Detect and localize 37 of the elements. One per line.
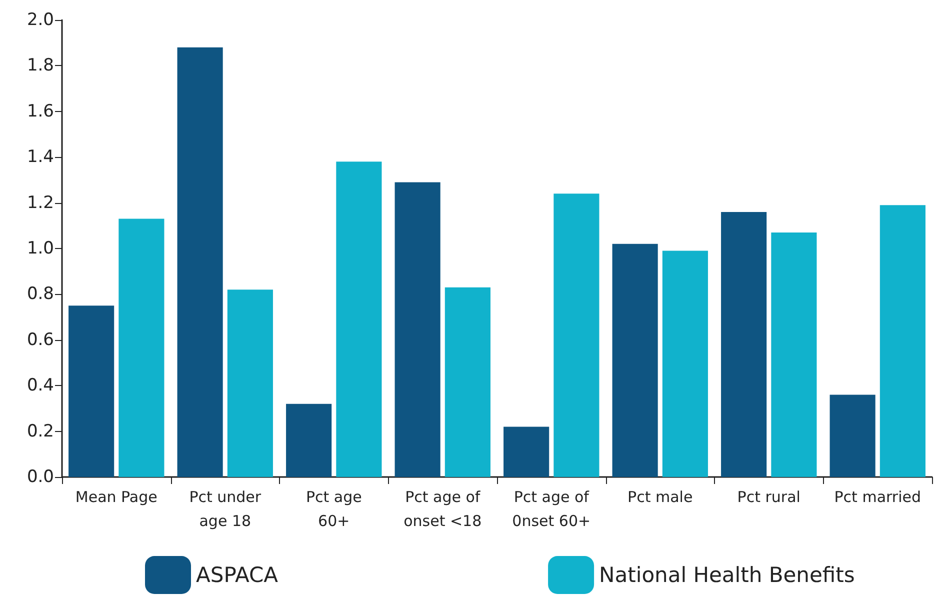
y-tick-label: 0.0 xyxy=(26,467,54,487)
bar xyxy=(394,182,440,477)
bar xyxy=(68,306,114,477)
bar xyxy=(336,162,382,477)
y-tick-label: 1.2 xyxy=(26,192,54,213)
y-tick-label: 0.4 xyxy=(26,376,54,396)
bar xyxy=(721,212,767,477)
y-tick-label: 0.8 xyxy=(26,284,54,304)
legend-label: National Health Benefits xyxy=(599,563,855,587)
bar xyxy=(771,232,817,477)
x-tick-label: Pct male xyxy=(628,488,693,506)
bar xyxy=(118,218,164,477)
y-tick-label: 1.4 xyxy=(26,147,54,168)
y-tick-label: 1.0 xyxy=(26,238,54,258)
bar xyxy=(227,290,273,477)
bar xyxy=(444,287,490,477)
x-tick-label: Pct married xyxy=(834,488,921,506)
x-tick-label: Pct age 60+ xyxy=(306,488,362,530)
bar xyxy=(177,47,223,477)
bar xyxy=(662,250,708,477)
y-tick-label: 1.6 xyxy=(26,101,54,122)
x-tick-label: Pct under age 18 xyxy=(189,488,262,530)
x-tick-label: Mean Page xyxy=(75,488,158,506)
x-tick-label: Pct rural xyxy=(737,488,800,506)
y-tick-label: 1.8 xyxy=(26,56,54,76)
y-tick-label: 0.2 xyxy=(26,421,54,442)
y-tick-label: 2.0 xyxy=(26,10,54,30)
legend-label: ASPACA xyxy=(196,563,279,587)
x-tick-label: Pct age of 0nset 60+ xyxy=(512,488,591,530)
y-tick-label: 0.6 xyxy=(26,330,54,350)
bar xyxy=(830,394,876,477)
bar xyxy=(880,205,926,477)
bar xyxy=(286,404,332,477)
bar xyxy=(612,244,658,477)
x-tick-label: Pct age of onset <18 xyxy=(404,488,482,530)
bar xyxy=(504,426,550,477)
bar xyxy=(554,194,600,477)
